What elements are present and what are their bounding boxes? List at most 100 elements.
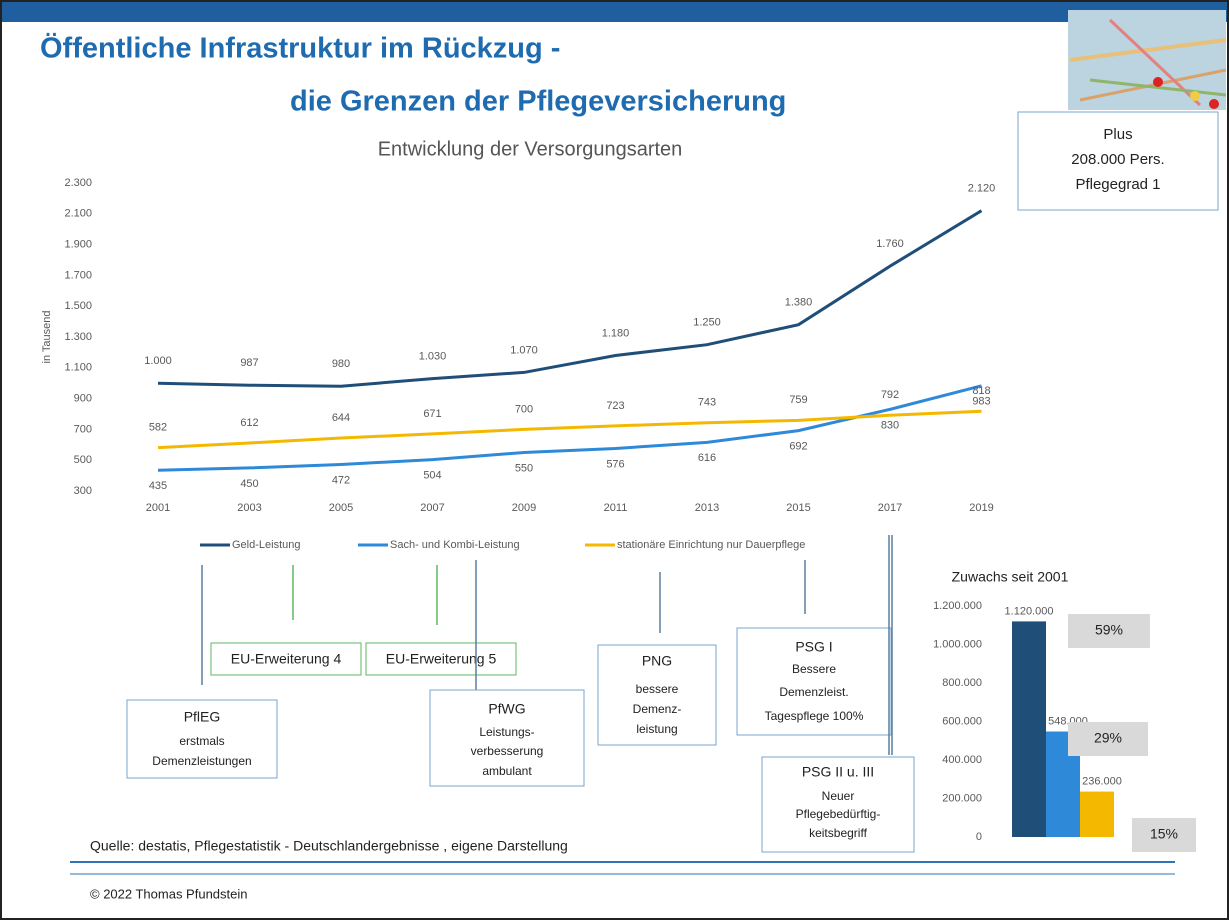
data-label: 692: [789, 441, 807, 453]
data-label: 743: [698, 397, 716, 409]
y-tick-label: 800.000: [942, 677, 982, 689]
data-label: 1.180: [602, 327, 630, 339]
line-series: [157, 384, 982, 472]
bar: [1080, 791, 1114, 837]
bar: [1012, 621, 1046, 837]
data-label: 1.070: [510, 344, 538, 356]
annotation-box: [761, 756, 915, 853]
annotation-text: PflEG: [184, 709, 221, 725]
x-tick-label: 2013: [695, 502, 719, 514]
annotation-box: [365, 642, 517, 676]
annotation-text: Pflegebedürftig-: [796, 807, 881, 821]
photo: [1068, 10, 1227, 110]
callout-text: Pflegegrad 1: [1075, 176, 1160, 193]
title: Öffentliche Infrastruktur im Rückzug -: [40, 32, 560, 65]
annotation-text: Neuer: [822, 789, 855, 803]
x-tick-label: 2019: [969, 502, 993, 514]
y-tick-label: 900: [74, 393, 92, 405]
annotation-text: bessere: [636, 682, 679, 696]
annotation-text: leistung: [636, 722, 677, 736]
data-label: 1.030: [419, 350, 447, 362]
callout-text: 208.000 Pers.: [1071, 151, 1164, 168]
annotation-text: Bessere: [792, 662, 836, 676]
data-label: 1.120.000: [1005, 605, 1054, 617]
source: Quelle: destatis, Pflegestatistik - Deut…: [90, 838, 568, 854]
data-label: 723: [606, 400, 624, 412]
y-tick-label: 200.000: [942, 792, 982, 804]
y-tick-label: 1.500: [64, 300, 92, 312]
annotation-text: Leistungs-: [479, 725, 534, 739]
y-tick-label: 1.700: [64, 269, 92, 281]
y-tick-label: 2.300: [64, 177, 92, 189]
data-label: 759: [789, 394, 807, 406]
y-tick-label: 1.100: [64, 362, 92, 374]
annotation-box: [597, 644, 717, 746]
data-label: 550: [515, 462, 533, 474]
legend-label: Geld-Leistung: [232, 539, 301, 551]
x-tick-label: 2001: [146, 502, 170, 514]
title: die Grenzen der Pflegeversicherung: [290, 86, 786, 118]
data-label: 983: [972, 396, 990, 408]
percent-box: [1068, 722, 1148, 756]
callout-text: Plus: [1103, 126, 1132, 143]
x-tick-label: 2003: [237, 502, 261, 514]
data-label: 2.120: [968, 183, 996, 195]
annotation-text: Demenzleistungen: [152, 754, 251, 768]
annotation-text: Tagespflege 100%: [765, 709, 864, 723]
y-axis-label: in Tausend: [41, 310, 53, 363]
data-label: 616: [698, 452, 716, 464]
percent-box: [1132, 818, 1196, 852]
x-tick-label: 2005: [329, 502, 353, 514]
data-label: 987: [240, 357, 258, 369]
annotation-text: EU-Erweiterung 4: [231, 651, 342, 667]
data-label: 450: [240, 478, 258, 490]
annotation-text: verbesserung: [471, 744, 544, 758]
data-label: 1.380: [785, 297, 813, 309]
annotation-text: PNG: [642, 653, 672, 669]
data-label: 671: [423, 408, 441, 420]
x-tick-label: 2009: [512, 502, 536, 514]
y-tick-label: 1.200.000: [933, 600, 982, 612]
legend-label: stationäre Einrichtung nur Dauerpflege: [617, 539, 805, 551]
y-tick-label: 300: [74, 485, 92, 497]
y-tick-label: 600.000: [942, 715, 982, 727]
x-tick-label: 2007: [420, 502, 444, 514]
line-series: [157, 409, 982, 450]
percent-label: 59%: [1095, 622, 1123, 638]
data-label: 472: [332, 474, 350, 486]
annotation-text: Demenzleist.: [779, 685, 848, 699]
annotation-box: [126, 699, 278, 779]
annotation-text: PfWG: [488, 701, 525, 717]
chart-title: Zuwachs seit 2001: [952, 569, 1069, 585]
annotation-box: [736, 627, 892, 736]
data-label: 576: [606, 458, 624, 470]
data-label: 1.000: [144, 355, 172, 367]
data-label: 435: [149, 480, 167, 492]
data-label: 644: [332, 412, 350, 424]
data-label: 830: [881, 419, 899, 431]
percent-label: 29%: [1094, 730, 1122, 746]
x-tick-label: 2017: [878, 502, 902, 514]
chart-title: Entwicklung der Versorgungsarten: [378, 138, 683, 160]
data-label: 1.760: [876, 238, 904, 250]
data-label: 236.000: [1082, 775, 1122, 787]
annotation-text: PSG II u. III: [802, 764, 874, 780]
y-tick-label: 1.000.000: [933, 638, 982, 650]
x-tick-label: 2011: [604, 502, 628, 514]
y-tick-label: 1.300: [64, 331, 92, 343]
annotation-box: [210, 642, 362, 676]
y-tick-label: 700: [74, 423, 92, 435]
percent-box: [1068, 614, 1150, 648]
data-label: 980: [332, 358, 350, 370]
annotation-text: EU-Erweiterung 5: [386, 651, 497, 667]
annotation-text: ambulant: [482, 764, 532, 778]
data-label: 818: [972, 385, 990, 397]
data-label: 504: [423, 469, 441, 481]
y-tick-label: 0: [976, 831, 982, 843]
copyright: © 2022 Thomas Pfundstein: [90, 886, 248, 901]
callout-box: [1017, 111, 1219, 211]
annotation-text: Demenz-: [633, 702, 682, 716]
annotation-text: keitsbegriff: [809, 826, 867, 840]
y-tick-label: 2.100: [64, 208, 92, 220]
